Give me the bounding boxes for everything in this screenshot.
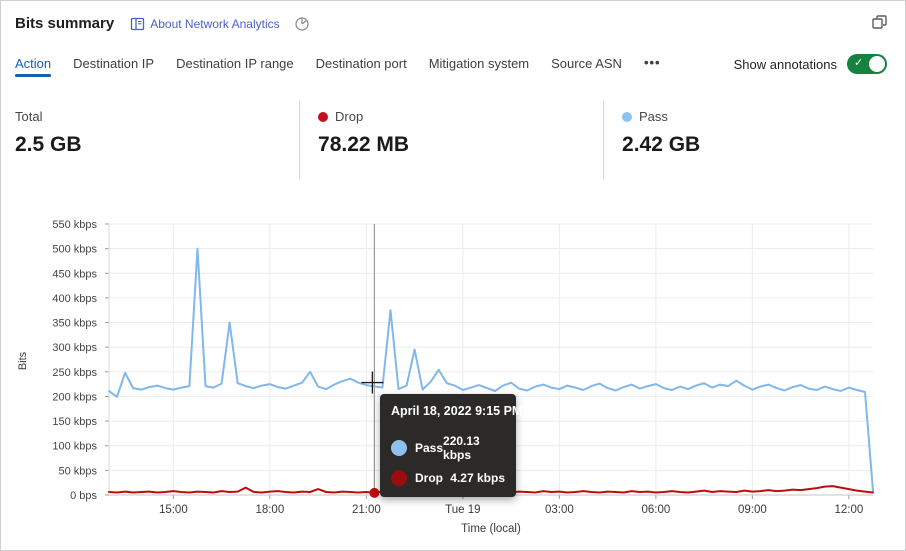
stat-value: 78.22 MB <box>318 133 410 156</box>
book-icon <box>131 17 145 30</box>
y-tick-label: 450 kbps <box>52 268 97 280</box>
tab-destination-ip[interactable]: Destination IP <box>73 56 155 71</box>
stat-value: 2.42 GB <box>622 133 701 156</box>
x-tick-label: Tue 19 <box>445 504 480 516</box>
pie-chart-icon[interactable] <box>294 16 310 32</box>
stat-pass: Pass 2.42 GB <box>603 101 905 179</box>
x-axis-title: Time (local) <box>461 523 521 535</box>
x-tick-label: 09:00 <box>738 504 767 516</box>
x-tick-label: 12:00 <box>834 504 863 516</box>
tab-destination-ip-range[interactable]: Destination IP range <box>176 56 294 71</box>
tab-mitigation-system[interactable]: Mitigation system <box>428 56 530 71</box>
pass-dot-icon <box>391 440 407 456</box>
y-axis-title: Bits <box>17 351 29 370</box>
tab-source-asn[interactable]: Source ASN <box>551 56 622 71</box>
y-tick-label: 200 kbps <box>52 391 97 403</box>
tooltip-row-drop: Drop 4.27 kbps <box>391 470 505 486</box>
tooltip-series-name: Drop <box>415 471 443 485</box>
x-tick-label: 15:00 <box>159 504 188 516</box>
x-tick-label: 18:00 <box>255 504 284 516</box>
stat-label: Pass <box>639 109 668 124</box>
show-annotations-label: Show annotations <box>733 56 837 72</box>
pivot-tabs: Action Destination IP Destination IP range… <box>15 55 661 78</box>
page-title: Bits summary <box>15 15 115 32</box>
tooltip-series-value: 4.27 kbps <box>450 471 505 485</box>
chart-tooltip: April 18, 2022 9:15 PM Pass 220.13 kbps Dr… <box>380 394 523 497</box>
tab-destination-port[interactable]: Destination port <box>315 56 407 71</box>
y-tick-label: 50 kbps <box>58 465 97 477</box>
header: Bits summary About Network Analytics <box>15 15 310 32</box>
stat-drop: Drop 78.22 MB <box>299 101 603 179</box>
toggle-knob <box>869 56 885 72</box>
drop-dot-icon <box>391 470 407 486</box>
x-tick-label: 21:00 <box>352 504 381 516</box>
pass-legend-dot <box>622 111 633 122</box>
tooltip-row-pass: Pass 220.13 kbps <box>391 434 505 462</box>
y-tick-label: 500 kbps <box>52 244 97 256</box>
y-tick-label: 350 kbps <box>52 318 97 330</box>
stat-value: 2.5 GB <box>15 133 82 156</box>
x-tick-label: 03:00 <box>545 504 574 516</box>
y-tick-label: 0 bps <box>70 490 97 502</box>
y-tick-label: 550 kbps <box>52 219 97 231</box>
hover-marker-drop <box>369 487 380 498</box>
check-icon: ✓ <box>854 57 864 69</box>
drop-legend-dot <box>318 111 329 122</box>
about-network-analytics-link[interactable]: About Network Analytics <box>130 16 280 31</box>
about-link-label: About Network Analytics <box>150 16 280 31</box>
show-annotations-toggle[interactable]: ✓ <box>847 54 887 74</box>
stat-label: Drop <box>335 109 364 124</box>
tooltip-series-name: Pass <box>415 441 444 455</box>
show-annotations-control: Show annotations ✓ <box>734 54 887 74</box>
tooltip-series-value: 220.13 kbps <box>443 434 480 462</box>
y-tick-label: 150 kbps <box>52 416 97 428</box>
restore-window-icon[interactable] <box>871 13 889 31</box>
y-tick-label: 100 kbps <box>52 441 97 453</box>
stat-label: Total <box>15 109 43 124</box>
y-tick-label: 250 kbps <box>52 367 97 379</box>
y-tick-label: 400 kbps <box>52 293 97 305</box>
tab-action[interactable]: Action <box>15 56 52 77</box>
tooltip-title: April 18, 2022 9:15 PM <box>391 404 523 418</box>
x-tick-label: 06:00 <box>641 504 670 516</box>
stats-row: Total 2.5 GB Drop 78.22 MB Pass 2.42 GB <box>1 101 905 179</box>
stat-total: Total 2.5 GB <box>1 101 299 179</box>
y-tick-label: 300 kbps <box>52 342 97 354</box>
more-tabs-button[interactable]: ••• <box>643 55 661 70</box>
